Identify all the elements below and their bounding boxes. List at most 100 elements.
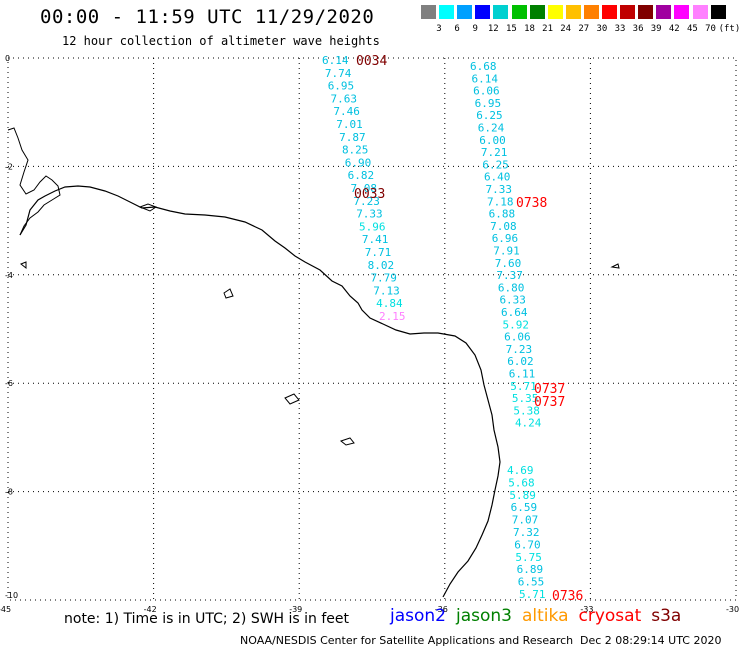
pass-time-label: 0737	[534, 382, 565, 397]
wave-height-label: 7.32	[513, 526, 540, 539]
lat-tick-label: -6	[5, 379, 13, 388]
scale-label: 30	[596, 24, 608, 34]
legend-jason3: jason3	[456, 606, 512, 626]
wave-height-label: 6.95	[475, 97, 502, 110]
wave-height-label: 5.35	[512, 392, 538, 405]
map-grid: -45 -42 -39 -36 -33 -30 0 -2 -4 -6 -8 -10	[0, 54, 739, 614]
wave-height-label: 5.92	[503, 318, 530, 331]
credit-line: NOAA/NESDIS Center for Satellite Applica…	[240, 634, 721, 647]
map-title: 00:00 - 11:59 UTC 11/29/2020	[40, 6, 375, 28]
wave-height-label: 7.41	[362, 233, 389, 246]
wave-height-label: 6.06	[504, 331, 530, 344]
scale-label: 36	[632, 24, 644, 34]
scale-swatch	[493, 5, 509, 19]
pass-time-label: 0034	[356, 54, 387, 69]
satellite-legend: jason2 jason3 altika cryosat s3a	[390, 606, 691, 626]
scale-swatch	[692, 5, 708, 19]
wave-height-label: 6.00	[479, 134, 506, 147]
pass-time-label: 0736	[552, 589, 583, 604]
wave-height-label: 5.71	[510, 380, 537, 393]
wave-height-label: 2.15	[379, 310, 406, 323]
lat-tick-label: -2	[5, 162, 13, 171]
scale-swatch	[421, 5, 436, 19]
wave-height-label: 5.71	[519, 588, 546, 601]
wave-height-label: 6.68	[470, 60, 497, 73]
island-5	[610, 263, 620, 269]
scale-swatch	[439, 5, 455, 19]
wave-height-label: 7.79	[370, 272, 397, 285]
scale-label: 12	[487, 24, 499, 34]
wave-height-label: 7.33	[486, 183, 513, 196]
wave-height-label: 5.38	[513, 404, 540, 417]
wave-height-label: 7.23	[353, 195, 380, 208]
lat-tick-label: -8	[5, 488, 13, 497]
lat-tick-label: 0	[5, 54, 10, 63]
coastline-delta	[7, 127, 61, 236]
scale-label: 9	[472, 24, 478, 34]
wave-height-label: 6.59	[511, 501, 537, 514]
wave-height-label: 6.33	[499, 294, 526, 307]
wave-height-label: 6.06	[473, 85, 500, 98]
wave-height-label: 6.70	[514, 538, 541, 551]
wave-height-label: 6.95	[328, 80, 355, 93]
wave-height-label: 7.63	[331, 92, 358, 105]
scale-label: (ft)	[718, 24, 740, 34]
scale-label: 45	[686, 24, 698, 34]
scale-swatch	[602, 5, 617, 19]
wave-height-label: 6.64	[501, 306, 528, 319]
lon-tick-label: -33	[580, 605, 593, 614]
wave-height-label: 7.01	[336, 118, 363, 131]
generated-timestamp: Dec 2 08:29:14 UTC 2020	[580, 634, 722, 647]
scale-label: 39	[650, 24, 662, 34]
lon-tick-label: -42	[144, 605, 157, 614]
scale-swatch	[529, 5, 545, 19]
scale-swatch	[710, 5, 726, 19]
scale-label: 15	[505, 24, 517, 34]
wave-height-label: 5.75	[515, 551, 542, 564]
wave-height-label: 6.14	[322, 54, 349, 67]
island-1	[138, 203, 158, 212]
credit-text: NOAA/NESDIS Center for Satellite Applica…	[240, 634, 574, 647]
scale-swatch	[547, 5, 563, 19]
pass-time-label: 0737	[534, 395, 565, 410]
lat-tick-label: -10	[5, 591, 18, 600]
wave-height-label: 7.13	[373, 284, 400, 297]
scale-swatch	[511, 5, 527, 19]
wave-height-label: 7.71	[365, 246, 392, 259]
island-2	[223, 288, 234, 299]
scale-label: 27	[578, 24, 590, 34]
wave-height-label: 6.80	[498, 281, 525, 294]
pass-time-label: 0738	[516, 196, 547, 211]
wave-height-label: 7.60	[495, 257, 522, 270]
scale-label: 6	[454, 24, 460, 34]
scale-swatch	[638, 5, 654, 19]
wave-height-label: 7.18	[487, 195, 514, 208]
wave-height-label: 6.40	[484, 171, 511, 184]
scale-swatch	[583, 5, 599, 19]
wave-height-label: 5.89	[509, 489, 536, 502]
legend-cryosat: cryosat	[578, 606, 642, 626]
island-4	[339, 437, 355, 446]
wave-height-label: 7.37	[496, 269, 522, 282]
legend-altika: altika	[522, 606, 569, 626]
note-text: note: 1) Time is in UTC; 2) SWH is in fe…	[64, 611, 350, 627]
legend-jason2: jason2	[390, 606, 446, 626]
wave-height-label: 8.25	[342, 144, 369, 157]
wave-height-label: 5.96	[359, 220, 386, 233]
lat-tick-label: -4	[5, 271, 13, 280]
lon-tick-label: -39	[289, 605, 302, 614]
wave-height-label: 4.84	[376, 297, 403, 310]
scale-label: 3	[436, 24, 442, 34]
map-subtitle: 12 hour collection of altimeter wave hei…	[62, 34, 380, 48]
scale-swatch	[656, 5, 672, 19]
wave-height-label: 7.08	[351, 182, 378, 195]
scale-swatch	[620, 5, 636, 19]
wave-height-label: 4.69	[507, 464, 534, 477]
wave-height-label: 5.68	[508, 476, 535, 489]
island-3	[284, 393, 300, 405]
scale-label: 70	[705, 24, 716, 34]
wave-height-label: 6.24	[478, 122, 505, 135]
scale-swatch	[674, 5, 690, 19]
wave-height-label: 6.11	[509, 368, 536, 381]
wave-height-label: 6.89	[517, 563, 544, 576]
